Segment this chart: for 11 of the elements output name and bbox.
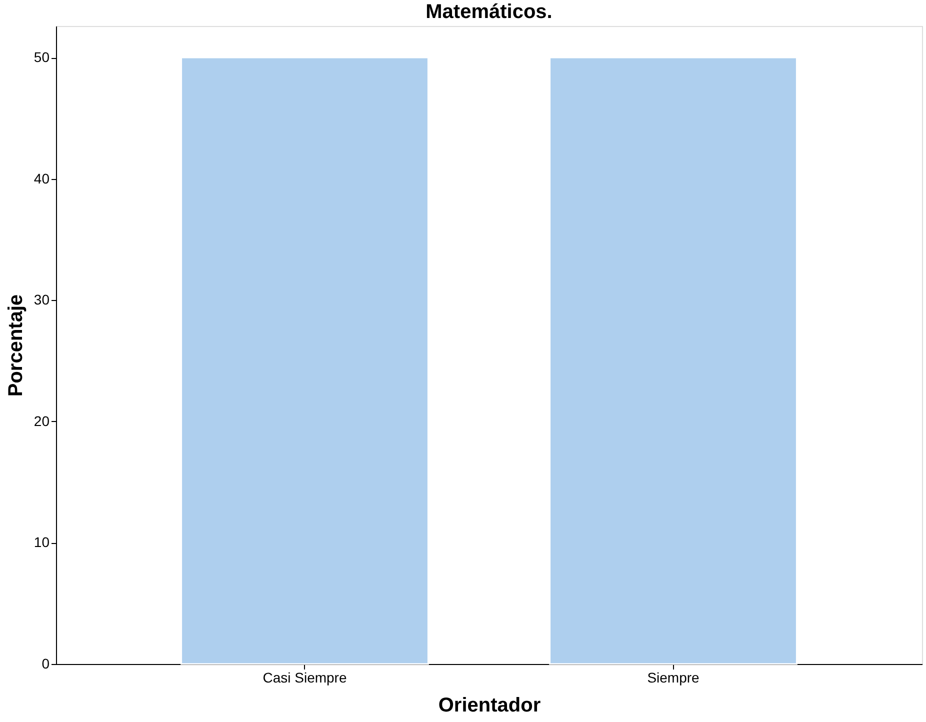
chart-title: Matemáticos. (426, 1, 552, 23)
y-tick-label: 10 (34, 534, 50, 550)
x-tick-label: Siempre (647, 670, 700, 686)
y-tick-label: 0 (42, 656, 50, 672)
y-tick-label: 30 (34, 292, 50, 308)
y-tick-label: 20 (34, 412, 50, 429)
y-tick-label: 40 (34, 170, 50, 186)
y-tick-label: 50 (34, 49, 50, 66)
x-tick-label: Casi Siempre (262, 670, 347, 686)
x-axis-title: Orientador (438, 694, 541, 716)
y-axis-title: Porcentaje (4, 294, 27, 397)
